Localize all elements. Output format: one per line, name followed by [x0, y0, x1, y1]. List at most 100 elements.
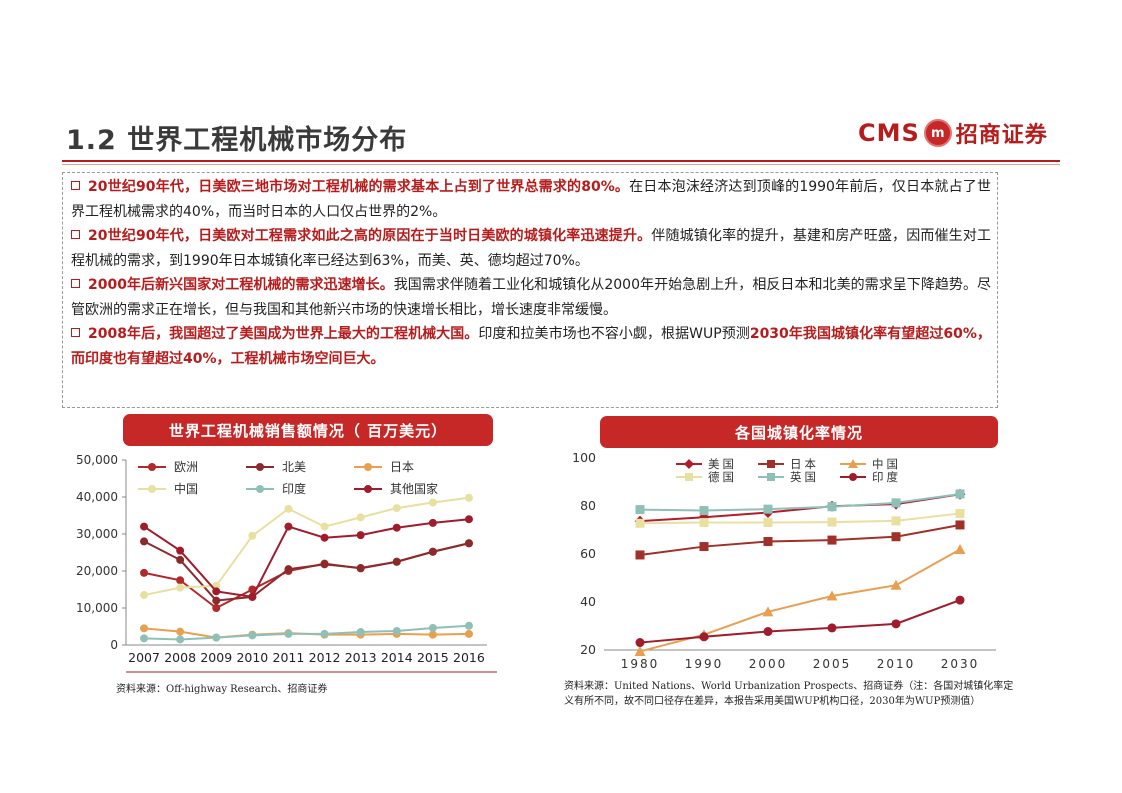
- page-title: 1.2 世界工程机械市场分布: [66, 125, 408, 156]
- series-line-4: [639, 493, 961, 512]
- paragraph-3-text: 我国需求伴随着工业化和城镇化从2000年开始急剧上升，相反日本和北美的需求呈下降…: [71, 277, 991, 318]
- x-tick-label: 2011: [273, 650, 305, 665]
- urbanization-line-chart: 20 40 60 80 100 1980 1990 2000 2005 2010 2030 美国 日本 中…: [572, 450, 996, 671]
- series-line-5: [639, 599, 961, 644]
- data-point: [176, 635, 185, 644]
- legend-marker: [256, 485, 264, 493]
- data-point: [891, 619, 901, 629]
- bullet-square-icon: [71, 279, 80, 288]
- data-point: [635, 638, 645, 648]
- series-line-2: [639, 548, 961, 653]
- y-tick-label: 20,000: [76, 564, 118, 578]
- left-chart-source: 资料来源：Off-highway Research、招商证券: [116, 684, 328, 695]
- paragraph-1-highlight: 20世纪90年代，日美欧三地市场对工程机械的需求基本上占到了世界总需求的80%。: [88, 179, 630, 195]
- data-point: [699, 632, 709, 642]
- data-point: [176, 555, 185, 564]
- data-point: [356, 513, 365, 522]
- data-point: [699, 506, 709, 516]
- legend-marker: [767, 473, 775, 481]
- data-point: [284, 629, 293, 638]
- data-point: [464, 515, 473, 524]
- data-point: [763, 627, 773, 637]
- data-point: [464, 493, 473, 502]
- data-point: [464, 539, 473, 548]
- x-tick-label: 2012: [309, 650, 341, 665]
- x-tick-label: 2005: [813, 657, 852, 671]
- series-line-0: [639, 493, 961, 523]
- y-tick-label: 40,000: [76, 490, 118, 504]
- legend-marker: [148, 463, 156, 471]
- legend-label: 英国: [790, 470, 819, 484]
- x-tick-label: 2015: [417, 650, 449, 665]
- data-point: [176, 583, 185, 592]
- paragraph-4-highlight-2: 2030年我国城镇化率有望超过60%，而印度也有望超过40%，工程机械市场空间巨…: [71, 326, 991, 367]
- legend-label: 中国: [872, 457, 901, 471]
- x-tick-label: 2000: [749, 657, 788, 671]
- data-point: [212, 604, 221, 612]
- data-point: [891, 498, 901, 508]
- x-tick-label: 2010: [236, 650, 268, 665]
- data-point: [762, 606, 774, 617]
- series-line-1: [143, 540, 470, 602]
- legend-label: 印度: [282, 481, 306, 496]
- data-point: [891, 532, 901, 542]
- logo-cn-text: 招商证券: [955, 123, 1048, 148]
- data-point: [827, 502, 837, 512]
- data-point: [176, 546, 185, 555]
- data-point: [827, 535, 837, 545]
- sales-line-chart: 0 10,000 20,000 30,000 40,000 50,000 2007 2008 2…: [76, 453, 497, 673]
- legend-marker: [256, 463, 264, 471]
- data-point: [890, 579, 902, 590]
- legend-label: 日本: [790, 457, 819, 471]
- x-tick-label: 2013: [345, 650, 377, 665]
- y-tick-label: 40: [580, 594, 596, 609]
- data-point: [176, 576, 185, 585]
- legend-marker: [767, 460, 775, 468]
- legend-label: 其他国家: [390, 481, 438, 496]
- legend-label: 印度: [872, 470, 901, 484]
- data-point: [284, 504, 293, 513]
- data-point: [140, 624, 149, 633]
- legend-marker: [684, 459, 694, 469]
- data-point: [827, 517, 837, 527]
- data-point: [212, 587, 221, 596]
- data-point: [140, 537, 149, 546]
- right-chart-source-line-1: 资料来源：United Nations、World Urbanization P…: [564, 681, 1014, 692]
- data-point: [392, 523, 401, 532]
- legend-label: 德国: [708, 470, 737, 484]
- data-point: [955, 520, 965, 530]
- y-tick-label: 0: [110, 638, 118, 652]
- bullet-square-icon: [71, 181, 80, 190]
- summary-box: 20世纪90年代，日美欧三地市场对工程机械的需求基本上占到了世界总需求的80%。…: [62, 172, 998, 408]
- paragraph-1-text: 在日本泡沫经济达到顶峰的1990年前后，仅日本就占了世界工程机械需求的40%，而…: [71, 179, 991, 220]
- x-tick-label: 1990: [685, 657, 724, 671]
- data-point: [320, 560, 329, 569]
- header-rule-thin: [62, 164, 1060, 165]
- legend-marker: [364, 485, 372, 493]
- data-point: [763, 504, 773, 514]
- data-point: [356, 628, 365, 637]
- data-point: [428, 547, 437, 556]
- logo-cms-text: CMS: [858, 119, 920, 147]
- y-tick-label: 100: [572, 450, 596, 465]
- paragraph-4: 2008年后，我国超过了美国成为世界上最大的工程机械大国。印度和拉美市场也不容小…: [71, 322, 991, 371]
- data-point: [827, 623, 837, 633]
- left-chart-banner: 世界工程机械销售额情况（ 百万美元）: [123, 414, 493, 446]
- x-tick-label: 2007: [128, 650, 160, 665]
- y-tick-label: 50,000: [76, 453, 118, 467]
- logo-badge-icon: m: [923, 119, 952, 147]
- data-point: [634, 645, 646, 656]
- paragraph-2-text: 伴随城镇化率的提升，基建和房产旺盛，因而催生对工程机械的需求，到1990年日本城…: [71, 228, 992, 269]
- data-point: [248, 631, 257, 640]
- data-point: [428, 518, 437, 527]
- data-point: [699, 542, 709, 552]
- data-point: [140, 591, 149, 600]
- data-point: [954, 543, 966, 554]
- data-point: [176, 627, 185, 636]
- right-chart-banner: 各国城镇化率情况: [600, 416, 998, 448]
- right-chart-source-line-2: 义有所不同，故不同口径存在差异，本报告采用美国WUP机构口径，2030年为WUP…: [564, 696, 981, 707]
- x-tick-label: 2016: [453, 650, 485, 665]
- header-rule: [62, 160, 1060, 162]
- x-tick-label: 2010: [877, 657, 916, 671]
- data-point: [955, 508, 965, 518]
